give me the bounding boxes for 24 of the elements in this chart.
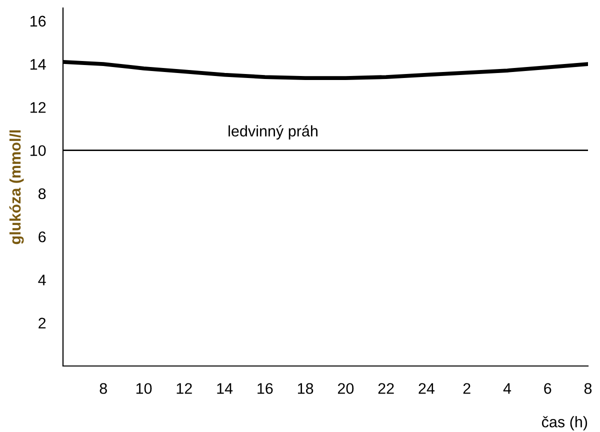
- x-tick-label: 4: [503, 383, 512, 394]
- x-tick-label: 22: [378, 383, 394, 394]
- y-tick-label: 6: [38, 231, 46, 242]
- y-tick-label: 14: [30, 59, 46, 70]
- ref-line-label: ledvinný práh: [228, 125, 318, 140]
- y-tick-label: 10: [30, 145, 46, 156]
- x-tick-label: 16: [258, 383, 273, 394]
- x-tick-label: 2: [463, 383, 470, 394]
- x-tick-label: 14: [217, 383, 233, 394]
- y-tick-label: 16: [30, 16, 46, 27]
- y-axis-title: glukóza (mmol/l: [9, 130, 24, 244]
- y-tick-label: 4: [38, 274, 46, 286]
- y-tick-label: 2: [38, 318, 46, 328]
- x-tick-label: 10: [136, 383, 152, 394]
- x-tick-label: 8: [584, 383, 592, 394]
- x-tick-label: 12: [176, 383, 192, 394]
- x-axis-title: čas (h): [542, 416, 588, 430]
- x-tick-label: 8: [100, 383, 107, 394]
- y-tick-label: 12: [30, 102, 46, 113]
- x-tick-label: 20: [338, 383, 354, 394]
- x-tick-label: 18: [298, 383, 314, 394]
- x-tick-label: 24: [418, 383, 435, 394]
- x-tick-label: 6: [544, 383, 552, 394]
- y-tick-label: 8: [38, 188, 46, 200]
